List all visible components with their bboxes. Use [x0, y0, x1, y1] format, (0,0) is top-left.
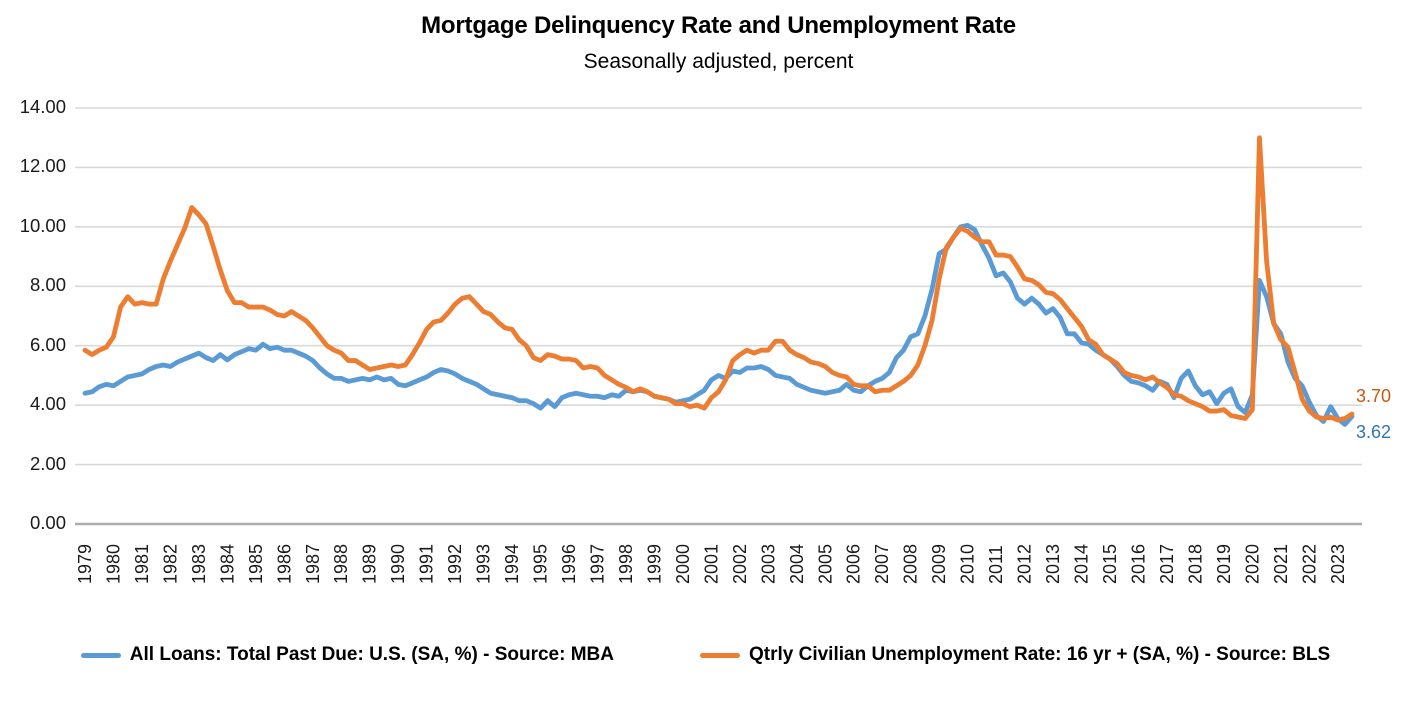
x-tick-label: 2007: [872, 544, 892, 584]
x-tick-label: 2020: [1242, 544, 1262, 584]
x-tick-label: 1995: [531, 544, 551, 584]
chart-title: Mortgage Delinquency Rate and Unemployme…: [421, 12, 1016, 39]
y-tick-label: 14.00: [19, 96, 66, 117]
legend-label-unemployment: Qtrly Civilian Unemployment Rate: 16 yr …: [748, 644, 1331, 665]
x-tick-label: 2006: [844, 544, 864, 584]
x-tick-label: 1980: [103, 544, 123, 584]
y-tick-label: 4.00: [29, 393, 66, 415]
series-line-unemployment: [82, 135, 1355, 423]
y-tick-label: 2.00: [29, 452, 66, 474]
x-tick-label: 2018: [1185, 544, 1205, 584]
x-tick-label: 2000: [673, 544, 693, 584]
chart-subtitle: Seasonally adjusted, percent: [583, 50, 854, 73]
x-tick-label: 2013: [1043, 544, 1063, 584]
x-tick-label: 1979: [75, 544, 95, 584]
y-tick-label: 12.00: [19, 155, 66, 177]
x-tick-label: 2003: [758, 544, 778, 584]
x-tick-label: 2008: [901, 544, 921, 584]
x-tick-label: 1992: [445, 544, 465, 584]
x-tick-label: 2009: [929, 544, 949, 584]
x-tick-label: 2014: [1072, 544, 1092, 584]
series-line-delinquency: [82, 222, 1355, 427]
x-tick-label: 1996: [559, 544, 579, 584]
x-tick-label: 1981: [132, 544, 152, 584]
legend-item-unemployment: Qtrly Civilian Unemployment Rate: 16 yr …: [699, 644, 1331, 666]
x-tick-label: 1986: [274, 544, 294, 584]
y-tick-label: 6.00: [29, 333, 66, 355]
x-tick-label: 1983: [189, 544, 209, 584]
x-tick-label: 1998: [616, 544, 636, 584]
x-tick-label: 2021: [1271, 544, 1291, 584]
x-tick-label: 1985: [246, 544, 266, 584]
x-tick-label: 2015: [1100, 544, 1120, 584]
legend-label-delinquency: All Loans: Total Past Due: U.S. (SA, %) …: [129, 644, 614, 665]
x-tick-label: 1990: [388, 544, 408, 584]
y-tick-label: 10.00: [19, 214, 66, 236]
x-tick-label: 1982: [160, 544, 180, 584]
x-tick-label: 2017: [1157, 544, 1177, 584]
legend-swatch-delinquency: [80, 652, 121, 658]
x-tick-label: 1987: [303, 544, 323, 584]
x-tick-label: 1997: [587, 544, 607, 584]
x-tick-label: 1989: [360, 544, 380, 584]
x-tick-label: 2002: [730, 544, 750, 584]
x-tick-label: 2010: [958, 544, 978, 584]
x-tick-label: 2005: [815, 544, 835, 584]
x-tick-label: 2011: [986, 545, 1006, 584]
x-tick-label: 1993: [474, 544, 494, 584]
x-tick-label: 2019: [1214, 544, 1234, 584]
y-tick-label: 8.00: [29, 274, 66, 296]
x-tick-label: 2001: [701, 544, 721, 584]
x-tick-label: 2016: [1128, 544, 1148, 584]
legend-item-delinquency: All Loans: Total Past Due: U.S. (SA, %) …: [80, 644, 614, 666]
x-tick-label: 2023: [1328, 544, 1348, 584]
legend: All Loans: Total Past Due: U.S. (SA, %) …: [0, 644, 1411, 666]
data-label-unemployment-end: 3.70: [1356, 386, 1392, 406]
x-tick-label: 2012: [1015, 544, 1035, 584]
data-label-delinquency-end: 3.62: [1356, 422, 1392, 442]
x-tick-label: 1984: [217, 544, 237, 584]
x-tick-label: 1999: [644, 544, 664, 584]
x-tick-label: 2004: [787, 544, 807, 584]
x-tick-label: 1991: [417, 544, 437, 584]
x-tick-label: 2022: [1299, 544, 1319, 584]
x-tick-label: 1994: [502, 544, 522, 584]
x-tick-label: 1988: [331, 544, 351, 584]
y-tick-label: 0.00: [29, 512, 66, 533]
legend-swatch-unemployment: [699, 652, 740, 658]
